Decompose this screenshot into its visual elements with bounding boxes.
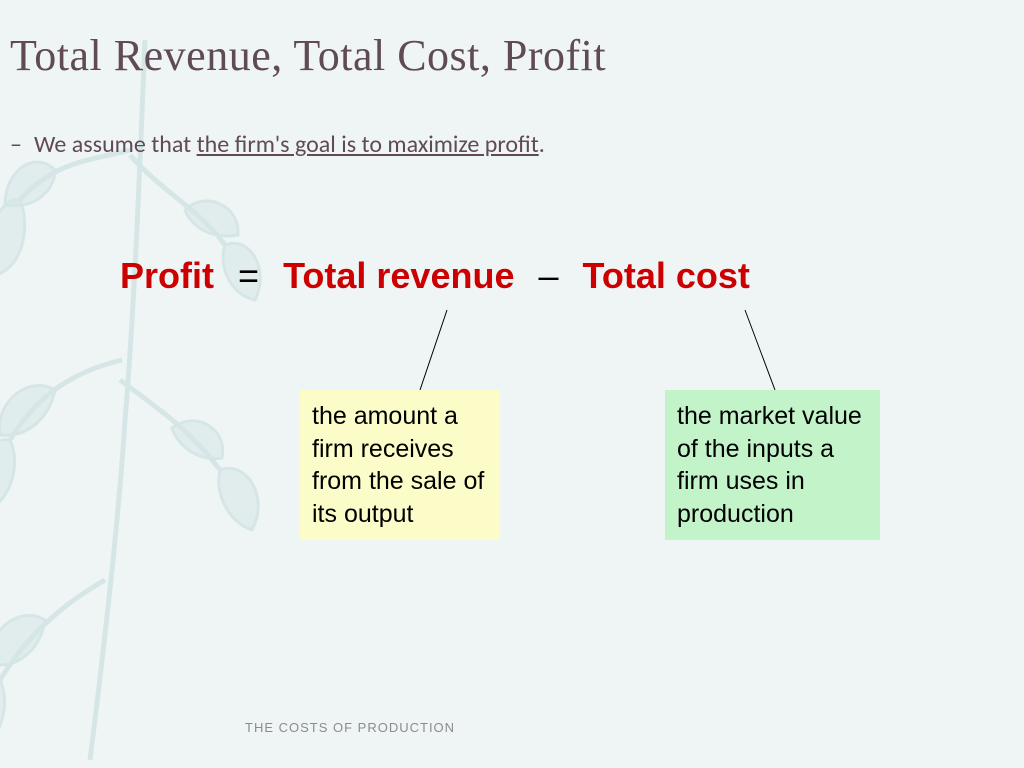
profit-equation: Profit = Total revenue – Total cost — [0, 255, 1024, 297]
connector-revenue — [420, 310, 447, 390]
bullet-text: We assume that the firm's goal is to max… — [34, 130, 545, 159]
connector-cost — [745, 310, 775, 390]
connector-lines — [0, 0, 1024, 768]
equation-revenue: Total revenue — [283, 255, 514, 296]
bullet-dash: – — [10, 130, 22, 159]
slide-title: Total Revenue, Total Cost, Profit — [10, 30, 606, 81]
callout-total-cost: the market value of the inputs a firm us… — [665, 390, 880, 540]
equation-minus: – — [538, 255, 558, 296]
assumption-bullet: – We assume that the firm's goal is to m… — [10, 130, 545, 159]
bullet-trailing: . — [539, 130, 545, 159]
footer-label: THE COSTS OF PRODUCTION — [245, 720, 455, 735]
equation-cost: Total cost — [583, 255, 750, 296]
equation-profit: Profit — [120, 255, 214, 296]
bullet-lead: We assume that — [34, 130, 197, 159]
equation-equals: = — [238, 255, 259, 296]
bullet-underline: the firm's goal is to maximize profit — [197, 130, 539, 159]
callout-total-revenue: the amount a firm receives from the sale… — [300, 390, 500, 540]
